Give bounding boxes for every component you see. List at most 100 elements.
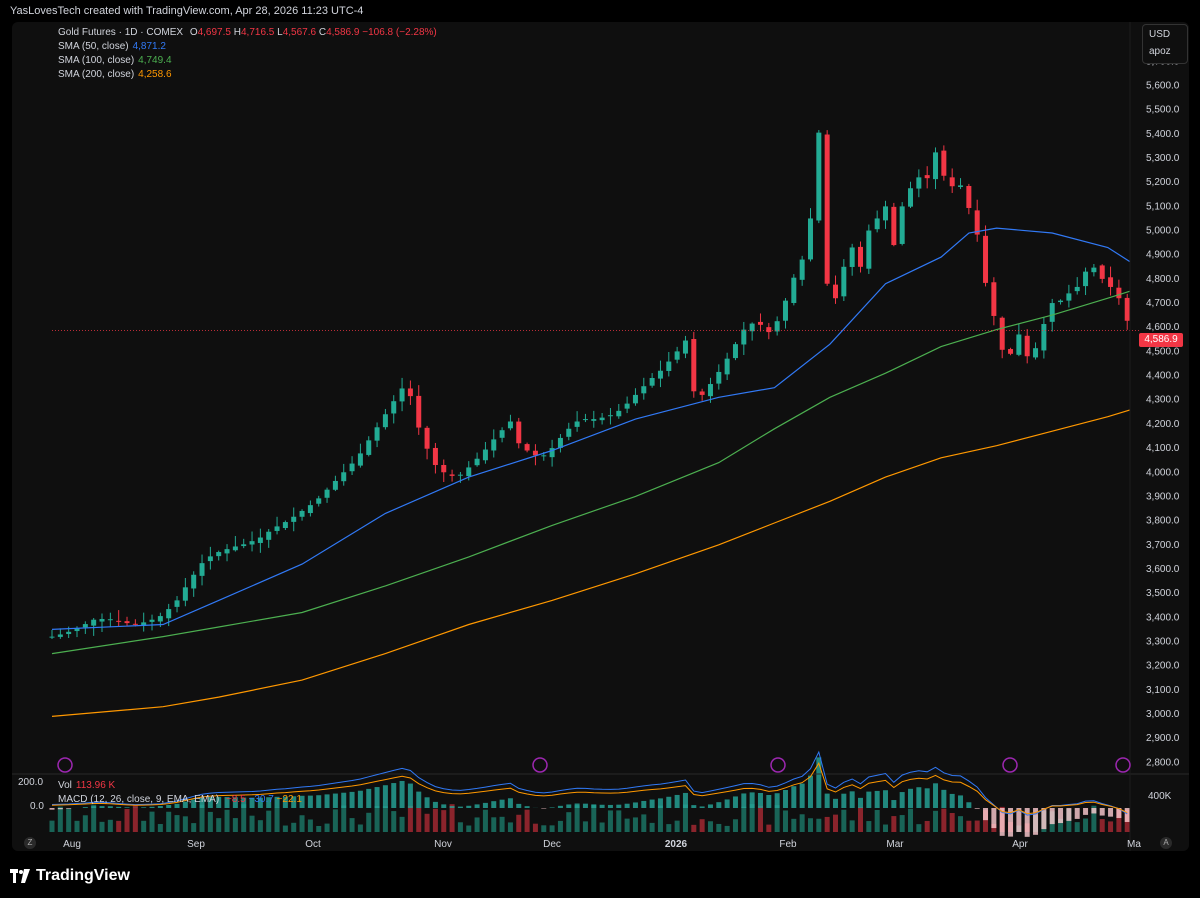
time-axis-label: Mar bbox=[886, 839, 904, 850]
volume-bar bbox=[607, 810, 613, 832]
zoom-button[interactable]: Z bbox=[24, 837, 36, 849]
candle-body bbox=[699, 391, 705, 395]
time-axis-label: Aug bbox=[63, 839, 81, 850]
price-tick-label: 5,400.0 bbox=[1146, 129, 1180, 140]
candle-body bbox=[349, 463, 355, 472]
volume-bar bbox=[866, 821, 872, 832]
volume-bar bbox=[691, 824, 697, 832]
macd-histogram-bar bbox=[399, 780, 405, 808]
volume-bar bbox=[774, 805, 780, 832]
macd-histogram-bar bbox=[232, 797, 238, 808]
candle-body bbox=[1008, 349, 1014, 354]
event-marker-icon[interactable] bbox=[532, 757, 548, 773]
volume-bar bbox=[99, 821, 105, 832]
volume-bar bbox=[424, 813, 430, 832]
macd-histogram-bar bbox=[599, 804, 605, 808]
volume-bar bbox=[332, 809, 338, 832]
macd-histogram-bar bbox=[707, 804, 713, 808]
sma50-legend[interactable]: SMA (50, close) 4,871.2 bbox=[58, 40, 437, 54]
event-marker-icon[interactable] bbox=[57, 757, 73, 773]
candle-body bbox=[766, 327, 772, 333]
volume-bar bbox=[207, 811, 213, 832]
candle-body bbox=[1049, 303, 1055, 322]
time-axis-label: Ma bbox=[1127, 839, 1141, 850]
volume-bar bbox=[599, 822, 605, 832]
candle-body bbox=[807, 218, 813, 260]
volume-bar bbox=[549, 825, 555, 832]
event-marker-icon[interactable] bbox=[770, 757, 786, 773]
macd-histogram-bar bbox=[566, 804, 572, 808]
candle-body bbox=[241, 544, 247, 547]
macd-histogram-bar bbox=[524, 806, 530, 808]
sma100-value: 4,749.4 bbox=[138, 55, 172, 66]
macd-histogram-bar bbox=[557, 805, 563, 808]
macd-histogram-bar bbox=[349, 791, 355, 808]
volume-bar bbox=[849, 820, 855, 832]
macd-histogram-bar bbox=[908, 788, 914, 808]
candle-body bbox=[707, 384, 713, 397]
price-chart[interactable]: 2,800.0 2,900.0 3,000.0 3,100.0 3,200.0 3,300… bbox=[12, 22, 1189, 851]
candle-body bbox=[291, 516, 297, 522]
sma200-legend[interactable]: SMA (200, close) 4,258.6 bbox=[58, 68, 437, 82]
macd-line-value: −30.7 bbox=[248, 794, 274, 805]
candle-body bbox=[949, 177, 955, 187]
macd-histogram-bar bbox=[624, 803, 630, 808]
candle-body bbox=[224, 549, 230, 554]
candle-body bbox=[874, 218, 880, 230]
candle-body bbox=[74, 628, 80, 632]
macd-histogram-bar bbox=[1124, 808, 1130, 822]
macd-signal-line bbox=[51, 762, 1128, 815]
event-marker-icon[interactable] bbox=[1002, 757, 1018, 773]
candle-body bbox=[866, 230, 872, 269]
volume-bar bbox=[341, 805, 347, 832]
chart-panel[interactable]: 2,800.0 2,900.0 3,000.0 3,100.0 3,200.0 3,300… bbox=[12, 22, 1189, 851]
volume-bar bbox=[924, 820, 930, 832]
candle-body bbox=[141, 622, 147, 626]
price-tick-label: 3,400.0 bbox=[1146, 612, 1180, 623]
candle-body bbox=[166, 609, 172, 619]
candle-body bbox=[966, 186, 972, 208]
event-marker-icon[interactable] bbox=[1115, 757, 1131, 773]
macd-histogram-bar bbox=[782, 790, 788, 808]
volume-bar bbox=[507, 822, 513, 832]
volume-bar bbox=[224, 809, 230, 832]
volume-bar bbox=[482, 809, 488, 832]
volume-bar bbox=[707, 821, 713, 832]
macd-histogram-bar bbox=[883, 790, 889, 808]
auto-scale-button[interactable]: A bbox=[1160, 837, 1172, 849]
sma100-legend[interactable]: SMA (100, close) 4,749.4 bbox=[58, 54, 437, 68]
macd-histogram-bar bbox=[899, 792, 905, 808]
macd-histogram-bar bbox=[791, 786, 797, 808]
volume-bar bbox=[874, 809, 880, 832]
candle-body bbox=[899, 206, 905, 244]
macd-histogram-bar bbox=[66, 808, 72, 809]
macd-histogram-bar bbox=[416, 791, 422, 808]
candle-body bbox=[299, 510, 305, 517]
currency-selector[interactable]: USD apoz bbox=[1142, 24, 1188, 64]
macd-histogram-bar bbox=[1058, 808, 1064, 824]
macd-histogram-bar bbox=[49, 808, 55, 810]
macd-histogram-bar bbox=[491, 801, 497, 808]
macd-histogram-bar bbox=[107, 806, 113, 808]
candle-body bbox=[99, 618, 105, 622]
volume-bar bbox=[699, 819, 705, 832]
candle-body bbox=[482, 449, 488, 461]
candle-body bbox=[732, 344, 738, 359]
macd-histogram-bar bbox=[366, 788, 372, 808]
volume-bar bbox=[799, 814, 805, 832]
macd-histogram-bar bbox=[691, 805, 697, 808]
candle-body bbox=[449, 474, 455, 476]
price-tick-label: 3,700.0 bbox=[1146, 540, 1180, 551]
brand-name: TradingView bbox=[36, 867, 130, 884]
candle-body bbox=[782, 300, 788, 321]
open-label: O bbox=[189, 27, 198, 38]
candle-body bbox=[324, 489, 330, 498]
candle-body bbox=[124, 621, 130, 624]
volume-bar bbox=[732, 819, 738, 832]
volume-bar bbox=[899, 815, 905, 832]
volume-bar bbox=[116, 820, 122, 832]
candle-body bbox=[257, 537, 263, 543]
macd-histogram-bar bbox=[57, 808, 63, 810]
price-tick-label: 3,600.0 bbox=[1146, 564, 1180, 575]
currency-code: USD bbox=[1149, 29, 1171, 40]
